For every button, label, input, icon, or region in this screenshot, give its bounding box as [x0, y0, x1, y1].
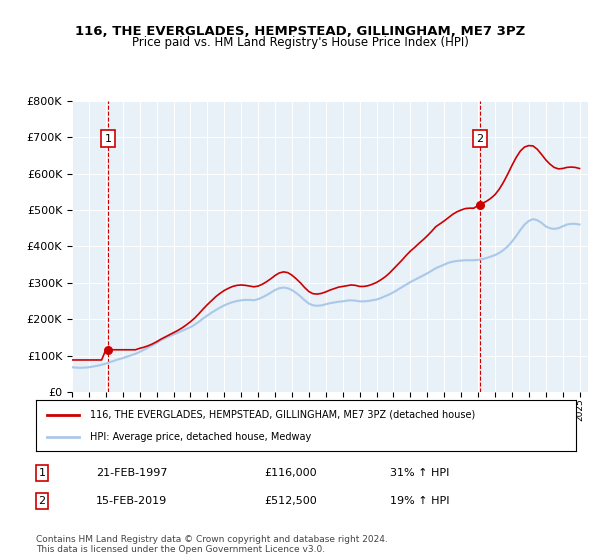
Text: Price paid vs. HM Land Registry's House Price Index (HPI): Price paid vs. HM Land Registry's House … [131, 36, 469, 49]
Text: Contains HM Land Registry data © Crown copyright and database right 2024.
This d: Contains HM Land Registry data © Crown c… [36, 535, 388, 554]
Text: 2: 2 [476, 134, 484, 144]
Text: 19% ↑ HPI: 19% ↑ HPI [390, 496, 449, 506]
Text: £116,000: £116,000 [264, 468, 317, 478]
Text: 15-FEB-2019: 15-FEB-2019 [96, 496, 167, 506]
Text: HPI: Average price, detached house, Medway: HPI: Average price, detached house, Medw… [90, 432, 311, 442]
Text: 31% ↑ HPI: 31% ↑ HPI [390, 468, 449, 478]
Point [103, 346, 113, 354]
Text: £512,500: £512,500 [264, 496, 317, 506]
Text: 116, THE EVERGLADES, HEMPSTEAD, GILLINGHAM, ME7 3PZ (detached house): 116, THE EVERGLADES, HEMPSTEAD, GILLINGH… [90, 409, 475, 419]
Text: 1: 1 [38, 468, 46, 478]
Text: 116, THE EVERGLADES, HEMPSTEAD, GILLINGHAM, ME7 3PZ: 116, THE EVERGLADES, HEMPSTEAD, GILLINGH… [75, 25, 525, 38]
Text: 2: 2 [38, 496, 46, 506]
Point [475, 201, 485, 210]
Text: 21-FEB-1997: 21-FEB-1997 [96, 468, 167, 478]
Text: 1: 1 [104, 134, 112, 144]
